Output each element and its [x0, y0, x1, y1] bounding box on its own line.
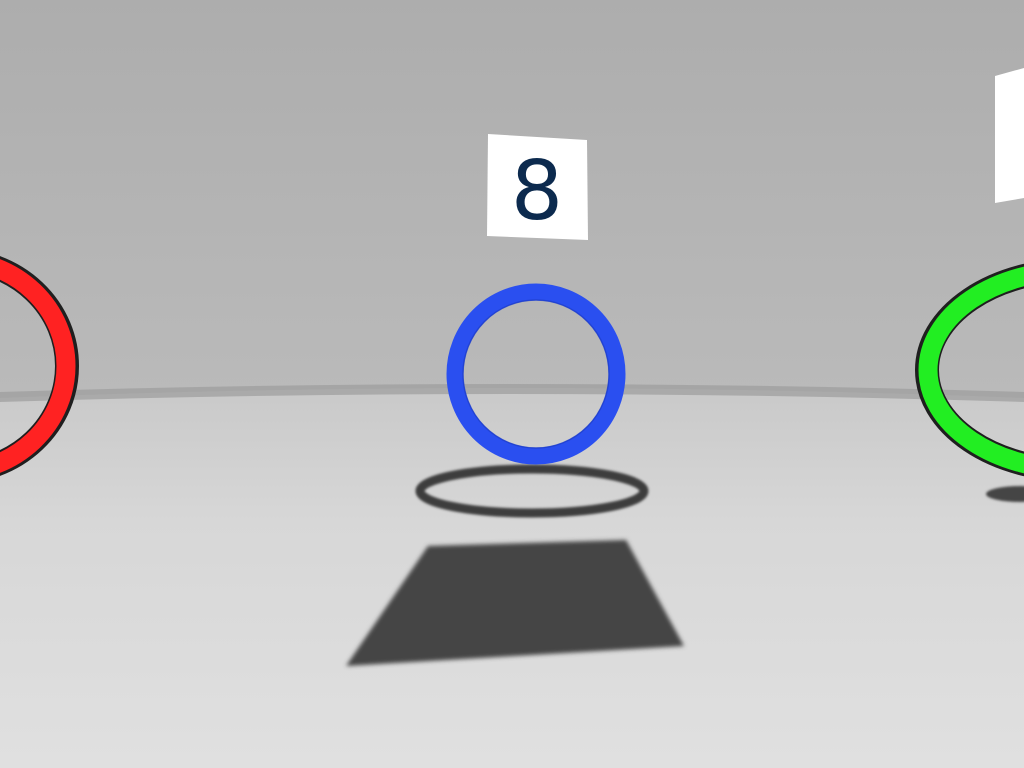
blue-ring	[446, 283, 626, 465]
red-ring-face	[0, 259, 76, 473]
number-sign-text: 8	[511, 144, 563, 239]
sign-shadow	[346, 540, 684, 666]
green-ring-face	[918, 266, 1024, 474]
horizon-line	[0, 384, 1024, 402]
right-sign-panel	[995, 68, 1024, 203]
blue-ring-shadow	[415, 464, 649, 518]
number-sign-panel	[487, 134, 588, 240]
green-ring-shadow	[986, 486, 1024, 502]
blue-ring-inner-edge	[462, 299, 610, 449]
